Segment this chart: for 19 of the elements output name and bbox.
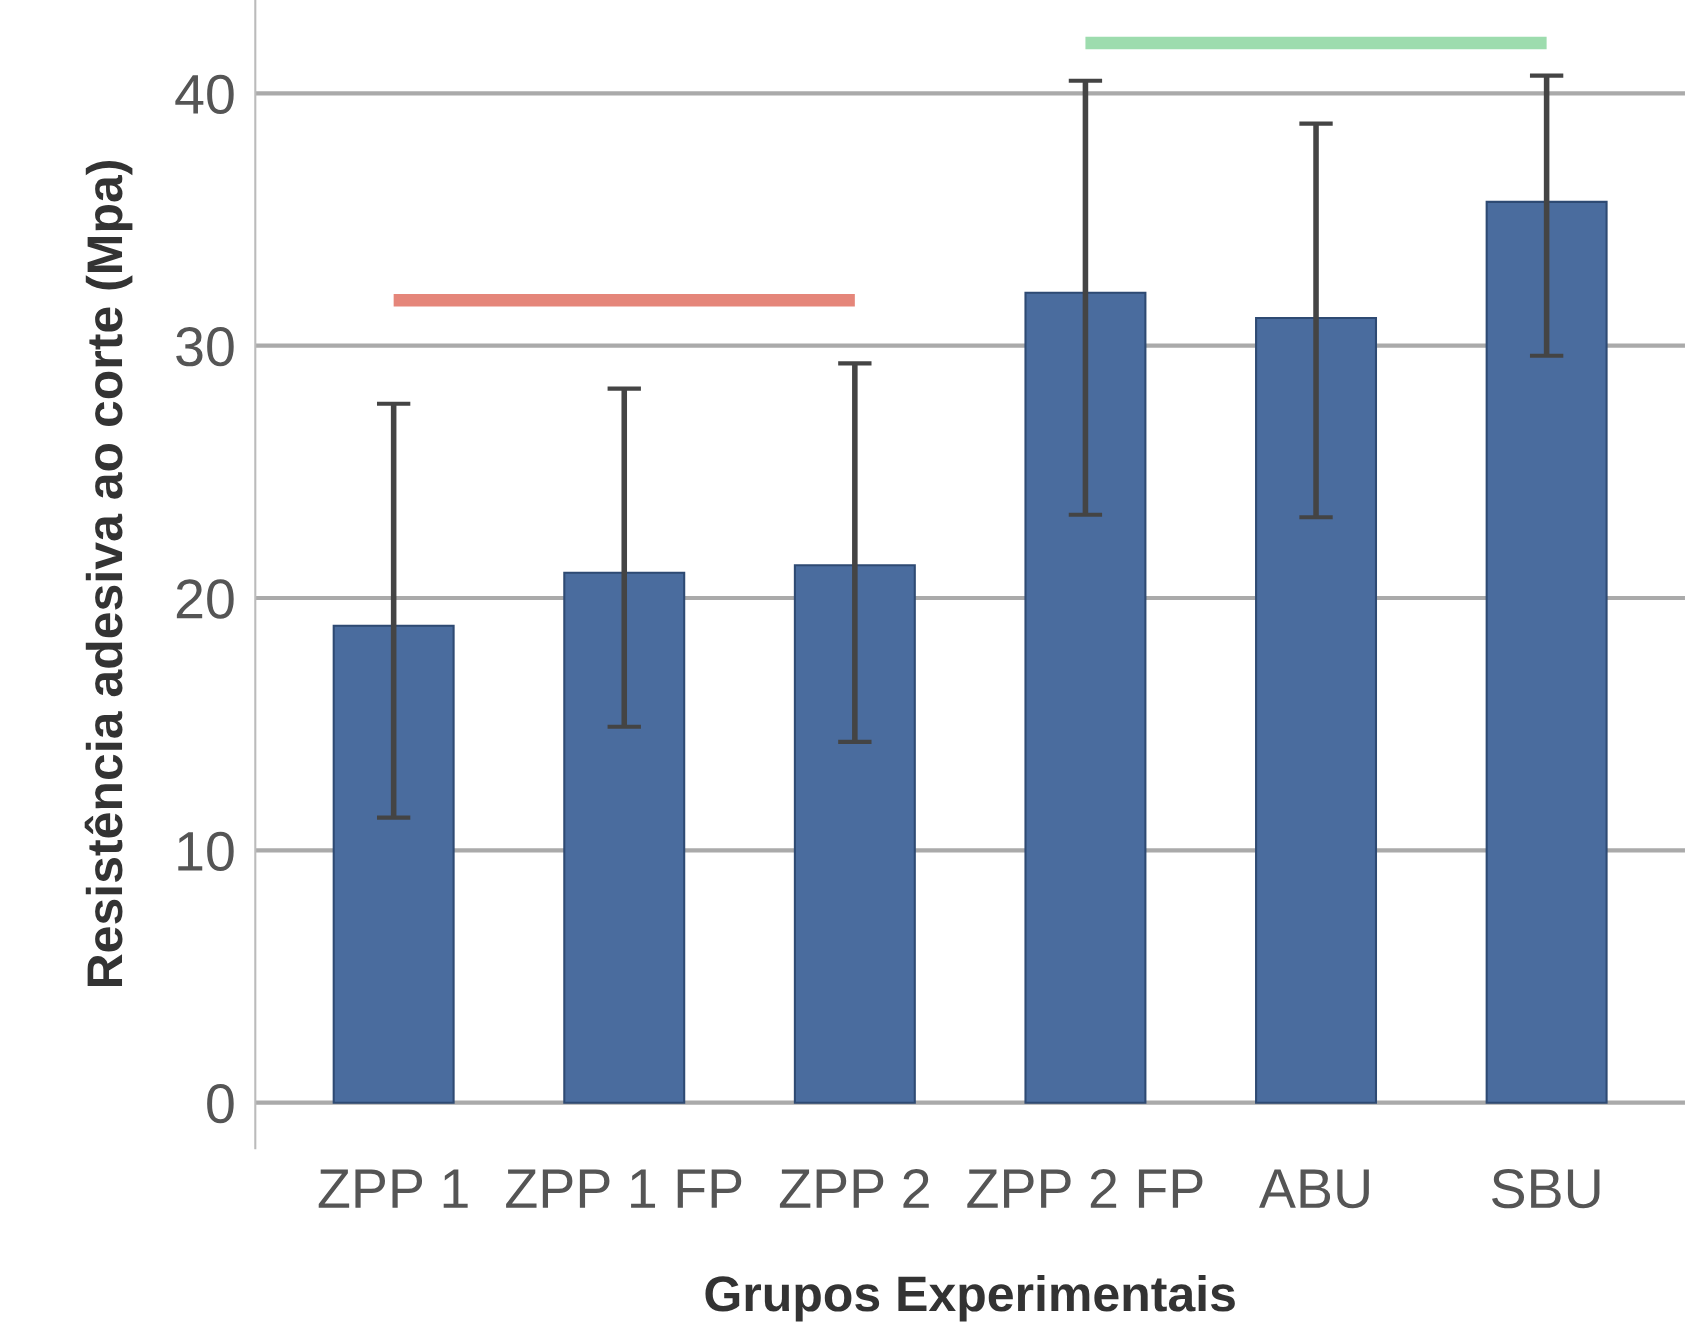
x-tick-label: ZPP 1: [318, 1169, 468, 1208]
x-tick-label: ZPP 1 FP: [506, 1169, 742, 1208]
bar: [563, 571, 686, 1104]
bar: [1485, 200, 1608, 1104]
x-tick-label: SBU: [1492, 1169, 1600, 1209]
x-tick-label: ZPP 2: [779, 1169, 929, 1208]
y-tick-label: 0: [207, 1084, 234, 1124]
y-tick-label: 40: [175, 74, 234, 115]
bar: [793, 564, 916, 1104]
x-tick-label: ABU: [1259, 1169, 1369, 1209]
y-axis-title: Resistência adesiva ao corte (Mpa): [84, 161, 133, 987]
y-tick-label: 30: [176, 327, 234, 367]
y-tick-label: 10: [178, 831, 234, 872]
bar: [332, 624, 455, 1104]
y-tick-label: 20: [176, 579, 234, 619]
x-tick-label: ZPP 2 FP: [967, 1169, 1203, 1208]
bar: [1024, 291, 1147, 1104]
bar: [1255, 316, 1378, 1104]
x-axis-title: Grupos Experimentais: [705, 1274, 1235, 1322]
